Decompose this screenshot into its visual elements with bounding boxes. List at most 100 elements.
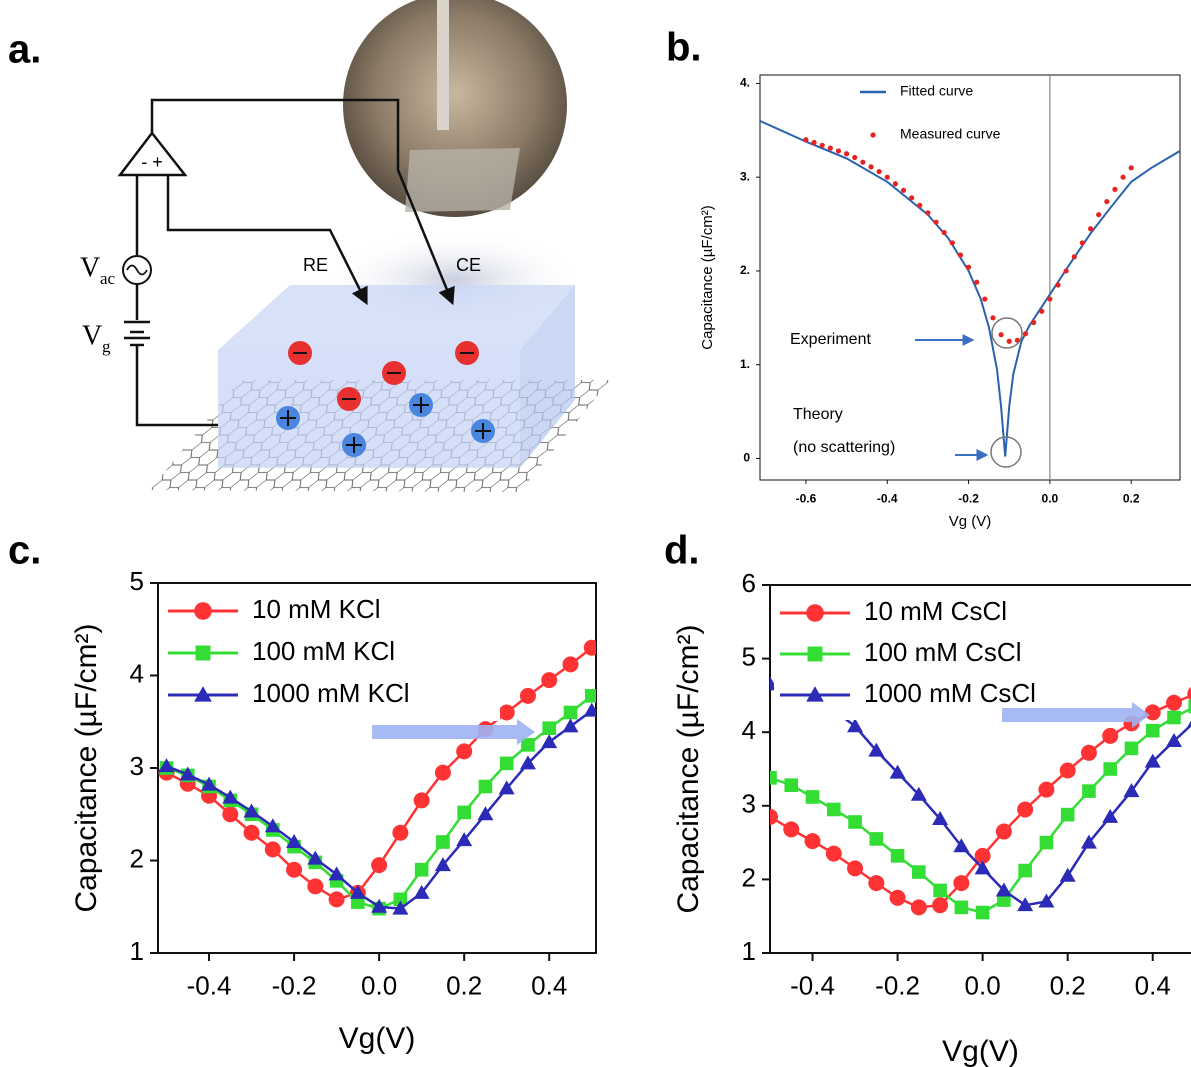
legend-label: 1000 mM KCl [252,678,410,708]
legend-marker [807,646,823,662]
panel-label: a. [8,28,41,72]
marker [998,332,1004,338]
marker [498,780,515,795]
marker [868,164,874,170]
marker [456,743,473,760]
marker [328,866,345,881]
marker [995,882,1012,897]
y-axis-label: Capacitance (µF/cm²) [672,624,705,913]
marker [1080,744,1097,761]
marker [1006,338,1012,344]
marker [803,137,809,143]
highlight-circle [990,436,1022,468]
x-tick-label: -0.4 [877,491,898,505]
legend-label: 10 mM KCl [252,594,381,624]
marker [848,815,862,829]
y-tick-label: 4 [130,658,144,688]
y-tick-label: 5 [742,641,756,671]
marker [222,789,239,804]
legend-marker [195,645,211,661]
marker [434,857,451,872]
marker [847,860,864,877]
marker [264,818,281,833]
marker [912,865,926,879]
marker [1059,867,1076,882]
legend-label: 1000 mM CsCl [864,678,1036,708]
x-tick-label: -0.4 [790,970,835,1000]
marker [974,847,991,864]
marker [1102,727,1119,744]
marker [1018,863,1032,878]
marker [286,834,303,848]
marker [892,181,898,187]
marker [1096,212,1102,218]
y-axis-label: Capacitance (µF/cm²) [699,205,716,350]
y-tick-label: 4. [740,76,750,90]
annotation: Theory [793,406,843,423]
marker [884,174,890,180]
legend-marker [194,602,212,620]
marker [1103,762,1118,776]
marker [243,824,260,841]
vac-sub: ac [100,269,116,288]
shift-arrow [372,719,535,745]
marker [997,893,1011,907]
schematic: - + V ac V g RE CE [80,0,610,492]
marker [852,154,858,161]
x-tick-label: -0.4 [187,970,232,1000]
gate-wire [135,175,218,427]
marker [1038,781,1055,798]
marker [876,168,882,175]
sine [126,264,148,276]
y-tick-label: 1. [740,357,750,371]
battery [124,320,150,347]
marker [541,734,558,749]
marker [519,687,536,704]
marker [1124,741,1139,756]
marker [890,849,905,863]
electrolyte-top [218,285,575,350]
x-tick-label: -0.6 [796,491,817,505]
marker [1060,807,1075,822]
marker [1102,808,1119,823]
marker [933,883,947,898]
marker [835,148,842,154]
plot-area [760,119,1180,457]
x-axis-label: Vg (V) [949,513,992,530]
marker [498,704,515,721]
marker [393,892,408,907]
legend-label: Measured curve [900,126,1001,142]
x-tick-label: 0.4 [531,970,567,1000]
marker [243,803,260,818]
marker [201,776,218,791]
x-tick-label: -0.2 [958,491,979,505]
marker [477,806,494,821]
marker [541,672,558,689]
marker [1039,308,1045,314]
marker [413,884,430,899]
marker [521,738,535,752]
y-tick-label: 3 [130,751,144,781]
marker [519,755,536,770]
x-tick-label: 0.0 [965,970,1001,1000]
highlight-circle [991,317,1023,349]
marker [434,764,451,781]
marker [933,219,939,225]
marker [583,639,596,656]
marker [975,905,990,920]
marker [1082,784,1096,798]
marker [1144,704,1161,721]
marker [868,742,885,757]
y-tick-label: 6 [742,568,756,598]
x-axis-label: Vg(V) [942,1035,1019,1067]
marker [1144,753,1161,768]
marker [1145,723,1160,738]
x-tick-label: 0.2 [446,970,482,1000]
x-axis-label: Vg(V) [339,1022,416,1055]
marker [413,792,430,809]
x-tick-label: -0.2 [875,970,920,1000]
y-tick-label: 3. [740,169,750,183]
x-tick-label: 0.2 [1050,970,1086,1000]
plot-area [158,639,596,916]
